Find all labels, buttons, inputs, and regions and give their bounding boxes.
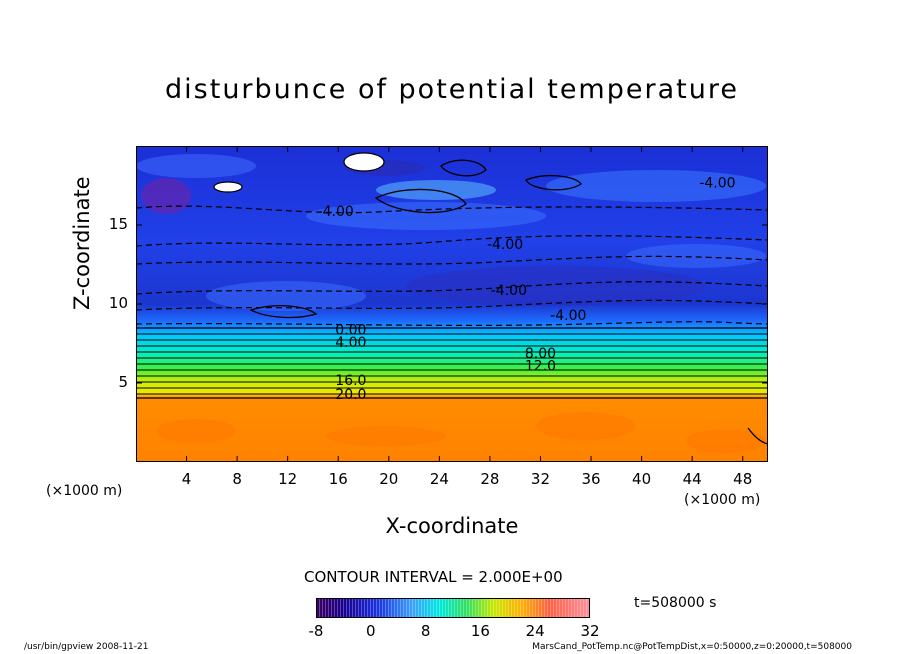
chart-title: disturbunce of potential temperature [165, 74, 739, 105]
contour-label: 16.0 [335, 373, 366, 389]
x-tick-label: 4 [181, 470, 192, 488]
colorbar-tick-label: 16 [470, 622, 490, 640]
y-tick-label: 10 [108, 294, 128, 312]
y-axis-title: Z-coordinate [70, 176, 94, 310]
colorbar-tick-label: 0 [366, 622, 376, 640]
contour-label: -4.00 [699, 175, 735, 191]
x-tick-label: 12 [278, 470, 298, 488]
colorbar-tick-label: 8 [420, 622, 431, 640]
field-variations [136, 154, 766, 311]
x-tick-label: 48 [733, 470, 753, 488]
y-tick-label: 15 [108, 215, 128, 233]
contour-label: 12.0 [525, 359, 556, 375]
x-tick-label: 20 [379, 470, 399, 488]
contour-lines [136, 159, 768, 445]
contour-labels: -4.00 -4.00 -4.00 -4.00 -4.00 0.004.00 8.0012.… [318, 175, 736, 403]
x-tick-label: 32 [530, 470, 551, 488]
colorbar-stripes [316, 598, 590, 618]
colorbar-tick-label: 24 [525, 622, 545, 640]
x-tick-label: 36 [581, 470, 601, 488]
y-unit-label: (×1000 m) [46, 483, 123, 499]
min-patch [213, 181, 243, 193]
x-tick-label: 16 [328, 470, 348, 488]
contour-label: -4.00 [491, 283, 527, 299]
x-tick-label: 44 [682, 470, 702, 488]
contour-label: 4.00 [335, 335, 366, 351]
y-tick-label: 5 [118, 373, 128, 391]
lower-field-variations [156, 412, 766, 453]
contour-label: 0.00 [335, 322, 366, 338]
x-tick-label: 24 [429, 470, 449, 488]
colorbar-tick-label: -8 [308, 622, 324, 640]
x-tick-label: 28 [480, 470, 500, 488]
x-tick-label: 8 [232, 470, 242, 488]
footer-right: MarsCand_PotTemp.nc@PotTempDist,x=0:5000… [532, 642, 852, 652]
contour-label: 20.0 [335, 387, 366, 403]
contour-plot-area: -4.00 -4.00 -4.00 -4.00 -4.00 0.004.00 8.0012.… [136, 146, 768, 462]
x-axis-title-text: X-coordinate [385, 514, 519, 538]
contour-label: -4.00 [487, 237, 523, 253]
colorbar-tick-label: 32 [580, 622, 600, 640]
colorbar-frame [316, 598, 590, 618]
contour-label: 8.00 [525, 346, 556, 362]
colorbar [316, 598, 590, 618]
x-unit-label: (×1000 m) [684, 492, 761, 508]
x-axis-title: X-coordinate [0, 514, 904, 538]
contour-label: -4.00 [318, 204, 354, 220]
min-patch [343, 152, 385, 172]
contour-label: -4.00 [550, 308, 586, 324]
contour-interval-label: CONTOUR INTERVAL = 2.000E+00 [304, 568, 563, 586]
footer-left: /usr/bin/gpview 2008-11-21 [24, 642, 149, 652]
x-tick-label: 40 [632, 470, 652, 488]
time-label: t=508000 s [634, 595, 717, 611]
